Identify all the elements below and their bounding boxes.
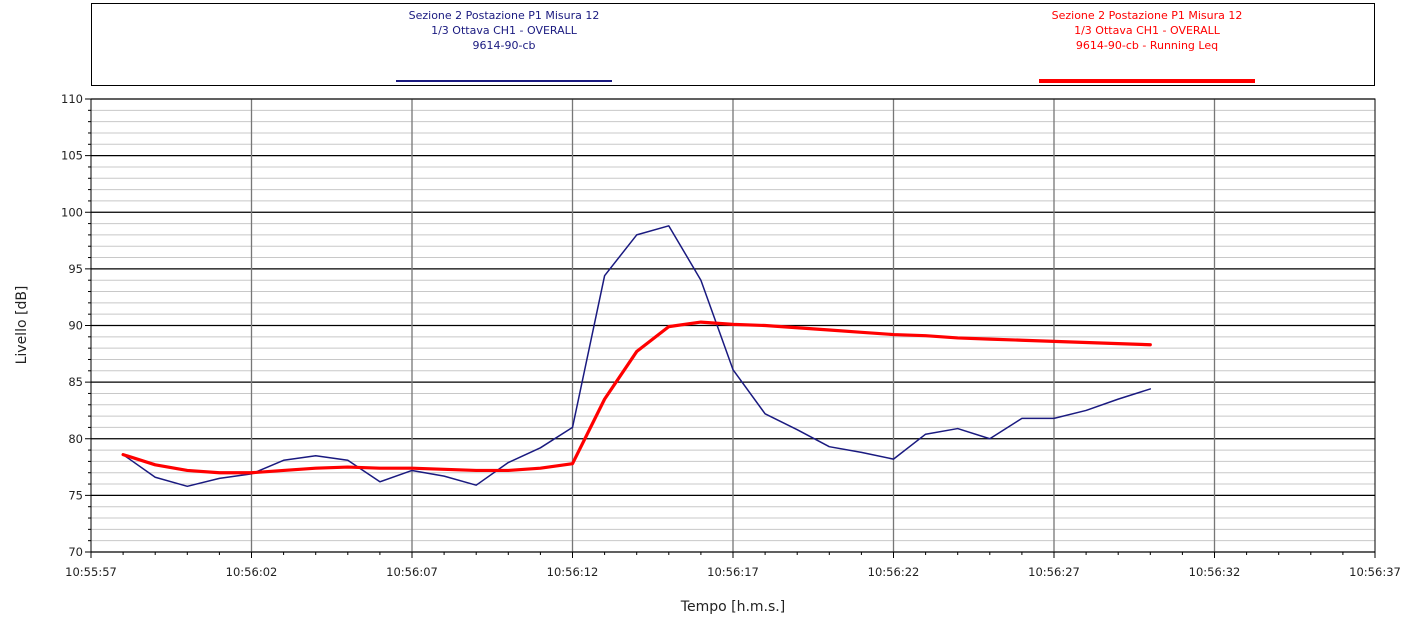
legend-swatch-series-1 [396,80,612,82]
x-tick-label: 10:56:37 [1349,565,1401,579]
x-tick-label: 10:55:57 [65,565,117,579]
series-line-1 [122,225,1152,488]
y-tick-label: 85 [68,375,83,389]
series-line-2 [121,320,1152,475]
x-tick-label: 10:56:22 [868,565,920,579]
series-lines [121,225,1152,488]
x-tick-label: 10:56:12 [547,565,599,579]
legend-line: 1/3 Ottava CH1 - OVERALL [431,24,577,37]
x-tick-label: 10:56:17 [707,565,759,579]
x-tick-label: 10:56:32 [1189,565,1241,579]
legend-line: 9614-90-cb [472,39,536,52]
legend-entry-series-1: Sezione 2 Postazione P1 Misura 12 1/3 Ot… [344,8,664,82]
x-axis-title: Tempo [h.m.s.] [680,599,785,615]
y-tick-label: 100 [61,205,83,219]
y-tick-label: 75 [68,488,83,502]
x-axis-ticks: 10:55:57 10:56:02 10:56:07 10:56:12 10:56:17… [65,552,1401,579]
y-tick-label: 70 [68,545,83,559]
y-tick-label: 110 [61,92,83,106]
legend-line: Sezione 2 Postazione P1 Misura 12 [408,9,600,22]
x-tick-label: 10:56:07 [386,565,438,579]
x-tick-label: 10:56:02 [226,565,278,579]
x-tick-label: 10:56:27 [1028,565,1080,579]
y-axis-ticks: 70 75 80 85 90 95 100 105 110 [61,92,91,559]
legend-swatch-series-2 [1039,79,1255,83]
y-axis-title: Livello [dB] [14,286,30,365]
legend-line: Sezione 2 Postazione P1 Misura 12 [1051,9,1243,22]
legend-entry-series-2: Sezione 2 Postazione P1 Misura 12 1/3 Ot… [987,8,1307,83]
legend-line: 9614-90-cb - Running Leq [1075,39,1219,52]
y-tick-label: 105 [61,149,83,163]
y-tick-label: 95 [68,262,83,276]
legend: Sezione 2 Postazione P1 Misura 12 1/3 Ot… [91,3,1375,86]
y-tick-label: 90 [68,319,83,333]
y-tick-label: 80 [68,432,83,446]
legend-line: 1/3 Ottava CH1 - OVERALL [1074,24,1220,37]
